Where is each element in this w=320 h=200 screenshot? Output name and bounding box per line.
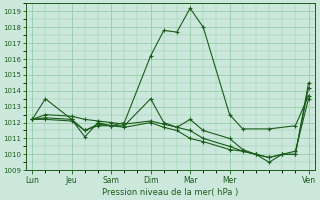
X-axis label: Pression niveau de la mer( hPa ): Pression niveau de la mer( hPa ) — [102, 188, 238, 197]
